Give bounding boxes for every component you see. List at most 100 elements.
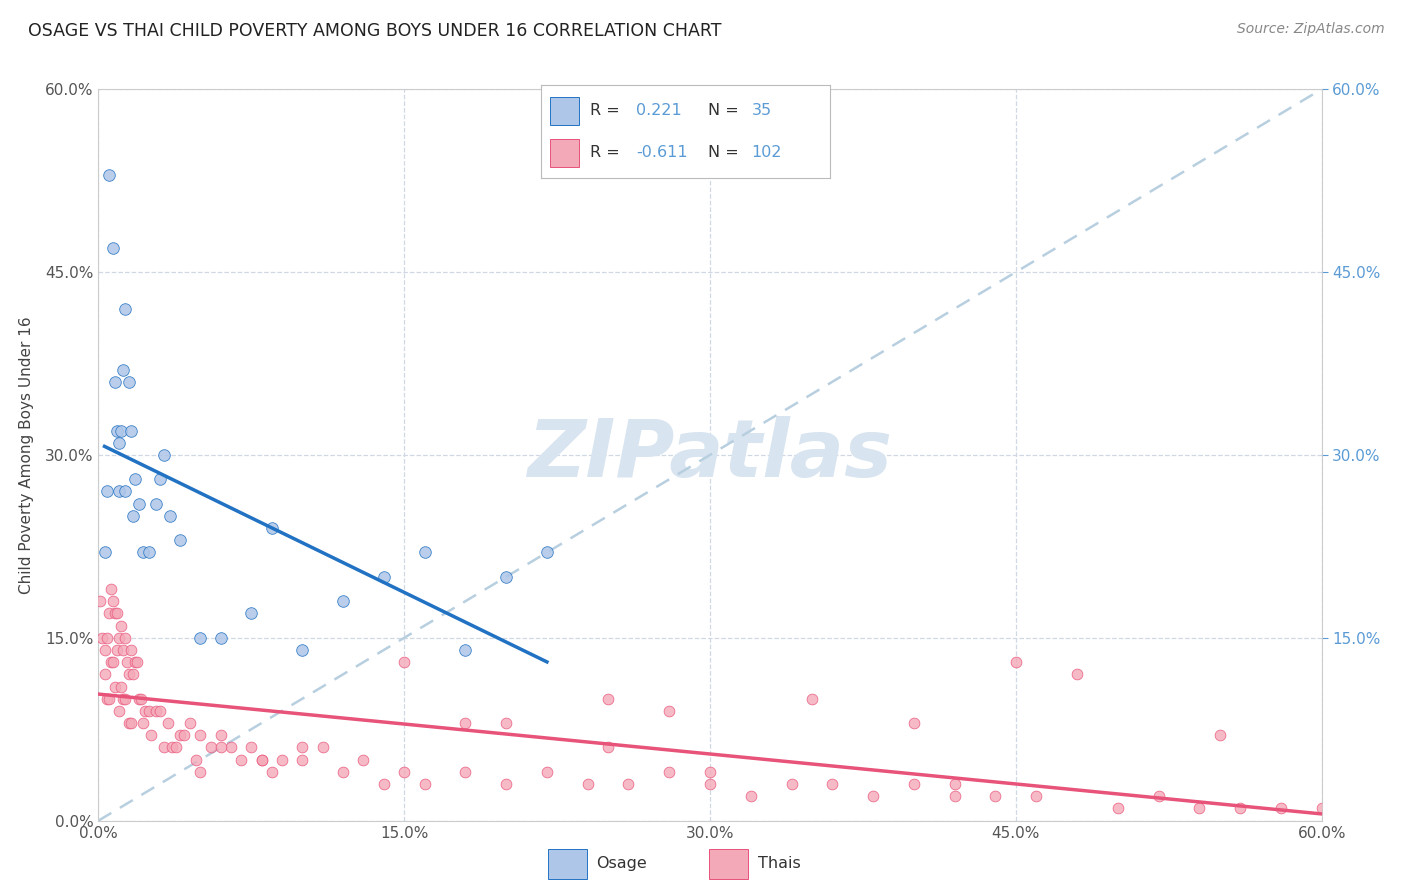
Point — [903, 716, 925, 731]
Point — [312, 740, 335, 755]
Point — [101, 594, 124, 608]
Point — [658, 704, 681, 718]
Point — [104, 375, 127, 389]
Text: -0.611: -0.611 — [637, 145, 688, 160]
Text: 102: 102 — [752, 145, 782, 160]
Point — [138, 704, 160, 718]
Point — [124, 472, 146, 486]
Point — [152, 740, 174, 755]
Point — [105, 607, 128, 621]
Point — [1188, 801, 1211, 815]
Point — [149, 472, 172, 486]
Point — [373, 777, 395, 791]
Point — [1025, 789, 1047, 804]
Point — [108, 435, 131, 450]
Point — [291, 740, 314, 755]
Point — [156, 716, 179, 731]
Point — [352, 753, 374, 767]
Point — [188, 728, 212, 742]
Point — [209, 631, 232, 645]
Point — [1229, 801, 1251, 815]
Text: N =: N = — [709, 103, 740, 119]
Point — [132, 716, 155, 731]
Point — [97, 691, 120, 706]
Text: Source: ZipAtlas.com: Source: ZipAtlas.com — [1237, 22, 1385, 37]
Point — [598, 691, 620, 706]
Point — [495, 716, 517, 731]
Point — [110, 424, 132, 438]
Point — [93, 545, 115, 559]
Text: N =: N = — [709, 145, 740, 160]
Point — [134, 704, 156, 718]
Point — [984, 789, 1007, 804]
Point — [536, 764, 558, 779]
Point — [97, 607, 120, 621]
Point — [188, 631, 212, 645]
Point — [159, 508, 181, 523]
Point — [160, 740, 183, 755]
Point — [101, 655, 124, 669]
Point — [536, 545, 558, 559]
Point — [413, 777, 436, 791]
Point — [114, 484, 136, 499]
Point — [179, 716, 201, 731]
Point — [111, 362, 134, 376]
Point — [240, 607, 263, 621]
Point — [101, 241, 124, 255]
Point — [658, 764, 681, 779]
Point — [200, 740, 222, 755]
Point — [454, 764, 477, 779]
Point — [260, 764, 283, 779]
Point — [495, 777, 517, 791]
Point — [231, 753, 253, 767]
Point — [100, 582, 122, 596]
Point — [110, 680, 132, 694]
Point — [260, 521, 283, 535]
Point — [115, 655, 138, 669]
Point — [145, 497, 167, 511]
Point — [576, 777, 599, 791]
Point — [165, 740, 187, 755]
Text: ZIPatlas: ZIPatlas — [527, 416, 893, 494]
Point — [1209, 728, 1232, 742]
Point — [291, 643, 314, 657]
Point — [118, 667, 141, 681]
Point — [250, 753, 273, 767]
Point — [801, 691, 824, 706]
Point — [332, 594, 354, 608]
FancyBboxPatch shape — [550, 139, 579, 167]
Point — [149, 704, 172, 718]
Point — [209, 740, 232, 755]
Text: Thais: Thais — [758, 855, 801, 871]
Point — [821, 777, 844, 791]
Point — [186, 753, 208, 767]
Point — [118, 716, 141, 731]
Point — [495, 570, 517, 584]
Point — [454, 643, 477, 657]
Point — [903, 777, 925, 791]
Point — [291, 753, 314, 767]
Point — [1004, 655, 1026, 669]
Text: 0.221: 0.221 — [637, 103, 682, 119]
Point — [108, 484, 131, 499]
Point — [100, 655, 122, 669]
Point — [1147, 789, 1170, 804]
Point — [122, 508, 145, 523]
Point — [111, 691, 134, 706]
Text: OSAGE VS THAI CHILD POVERTY AMONG BOYS UNDER 16 CORRELATION CHART: OSAGE VS THAI CHILD POVERTY AMONG BOYS U… — [28, 22, 721, 40]
Point — [152, 448, 174, 462]
Point — [598, 740, 620, 755]
Point — [145, 704, 167, 718]
Point — [114, 691, 136, 706]
Point — [270, 753, 294, 767]
Text: R =: R = — [591, 103, 620, 119]
Point — [332, 764, 354, 779]
Text: 35: 35 — [752, 103, 772, 119]
Point — [699, 764, 721, 779]
Point — [124, 655, 146, 669]
Point — [120, 716, 142, 731]
Point — [104, 607, 127, 621]
Point — [114, 631, 136, 645]
Point — [943, 789, 966, 804]
Text: R =: R = — [591, 145, 620, 160]
